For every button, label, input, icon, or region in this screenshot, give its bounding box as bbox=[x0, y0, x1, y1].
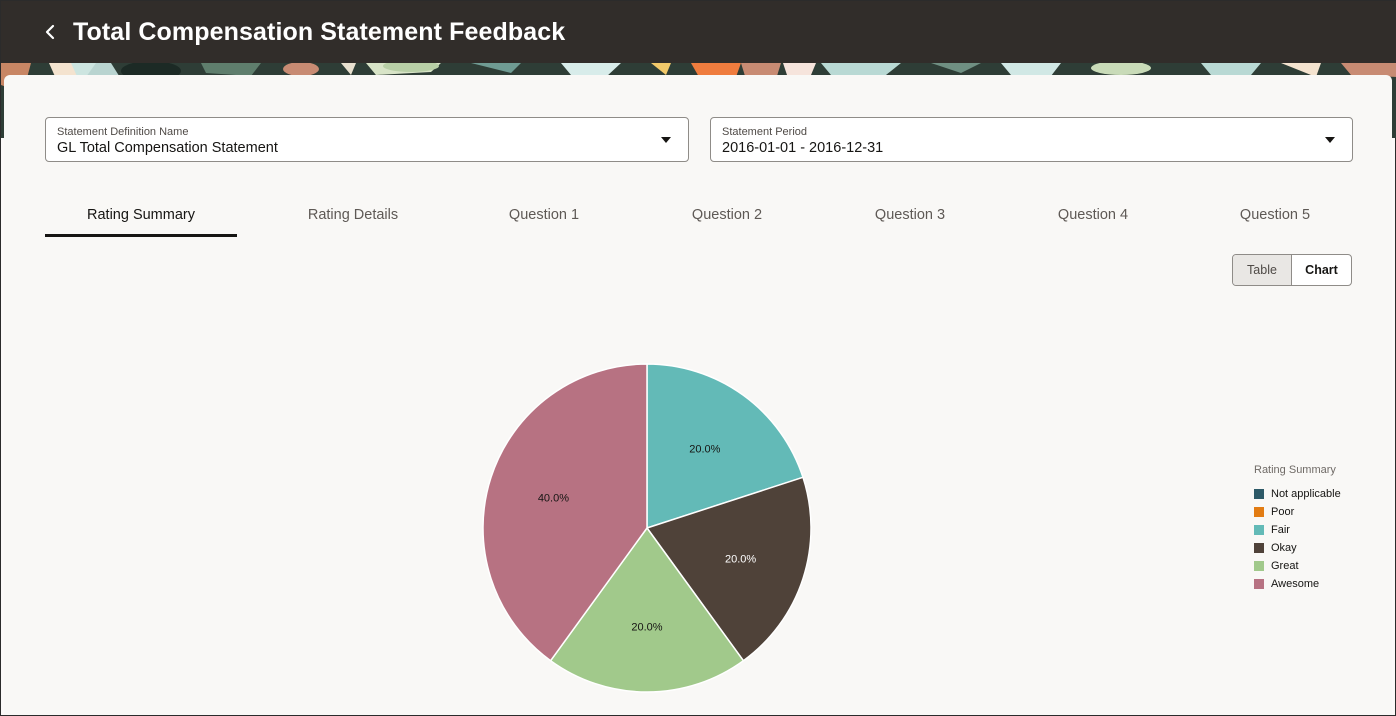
statement-period-select[interactable]: Statement Period 2016-01-01 - 2016-12-31 bbox=[710, 117, 1353, 162]
legend-swatch bbox=[1254, 525, 1264, 535]
rating-pie-chart: 20.0% 20.0% 20.0% 40.0% bbox=[482, 363, 812, 693]
legend-swatch bbox=[1254, 543, 1264, 553]
legend-label: Great bbox=[1271, 560, 1299, 572]
view-toggle: Table Chart bbox=[1232, 254, 1352, 286]
pie-label-awesome: 40.0% bbox=[538, 493, 569, 505]
pie-slice-great[interactable] bbox=[549, 526, 745, 693]
legend-swatch bbox=[1254, 561, 1264, 571]
legend-label: Awesome bbox=[1271, 578, 1320, 590]
statement-period-label: Statement Period bbox=[722, 126, 807, 138]
page-title: Total Compensation Statement Feedback bbox=[73, 17, 566, 46]
legend-label: Okay bbox=[1271, 542, 1297, 554]
caret-down-icon[interactable] bbox=[1325, 137, 1335, 143]
tab-question-2[interactable]: Question 2 bbox=[691, 207, 763, 223]
statement-definition-label: Statement Definition Name bbox=[57, 126, 189, 138]
legend-label: Fair bbox=[1271, 524, 1290, 536]
tab-bar: Rating Summary Rating Details Question 1… bbox=[45, 200, 1354, 238]
chevron-left-icon[interactable] bbox=[39, 21, 61, 43]
tab-rating-summary[interactable]: Rating Summary bbox=[45, 200, 237, 237]
legend-title: Rating Summary bbox=[1254, 464, 1336, 476]
legend-swatch bbox=[1254, 507, 1264, 517]
pie-label-great: 20.0% bbox=[631, 621, 662, 633]
tab-question-4[interactable]: Question 4 bbox=[1057, 207, 1129, 223]
pie-label-okay: 20.0% bbox=[725, 553, 756, 565]
legend-item-okay[interactable]: Okay bbox=[1254, 539, 1341, 557]
tab-question-1[interactable]: Question 1 bbox=[508, 207, 580, 223]
tab-question-3[interactable]: Question 3 bbox=[874, 207, 946, 223]
legend-swatch bbox=[1254, 489, 1264, 499]
legend-item-great[interactable]: Great bbox=[1254, 557, 1341, 575]
legend-item-not-applicable[interactable]: Not applicable bbox=[1254, 485, 1341, 503]
legend-item-awesome[interactable]: Awesome bbox=[1254, 575, 1341, 593]
pie-slice-fair[interactable] bbox=[646, 363, 804, 530]
legend-item-poor[interactable]: Poor bbox=[1254, 503, 1341, 521]
legend-item-fair[interactable]: Fair bbox=[1254, 521, 1341, 539]
tab-question-5[interactable]: Question 5 bbox=[1239, 207, 1311, 223]
pie-slice-awesome[interactable] bbox=[482, 363, 648, 662]
chart-view-button[interactable]: Chart bbox=[1305, 263, 1338, 277]
legend-swatch bbox=[1254, 579, 1264, 589]
statement-definition-select[interactable]: Statement Definition Name GL Total Compe… bbox=[45, 117, 689, 162]
legend-label: Not applicable bbox=[1271, 488, 1341, 500]
legend-label: Poor bbox=[1271, 506, 1295, 518]
pie-label-fair: 20.0% bbox=[689, 443, 720, 455]
pie-slice-okay[interactable] bbox=[645, 476, 812, 662]
table-view-button[interactable]: Table bbox=[1233, 255, 1292, 285]
statement-definition-value: GL Total Compensation Statement bbox=[57, 140, 278, 156]
chart-legend: Rating Summary Not applicable Poor Fair Oka… bbox=[1254, 464, 1341, 593]
tab-rating-details[interactable]: Rating Details bbox=[307, 207, 399, 223]
title-bar: Total Compensation Statement Feedback bbox=[1, 1, 1396, 63]
statement-period-value: 2016-01-01 - 2016-12-31 bbox=[722, 140, 884, 156]
caret-down-icon[interactable] bbox=[661, 137, 671, 143]
main-content: Statement Definition Name GL Total Compe… bbox=[4, 75, 1392, 715]
